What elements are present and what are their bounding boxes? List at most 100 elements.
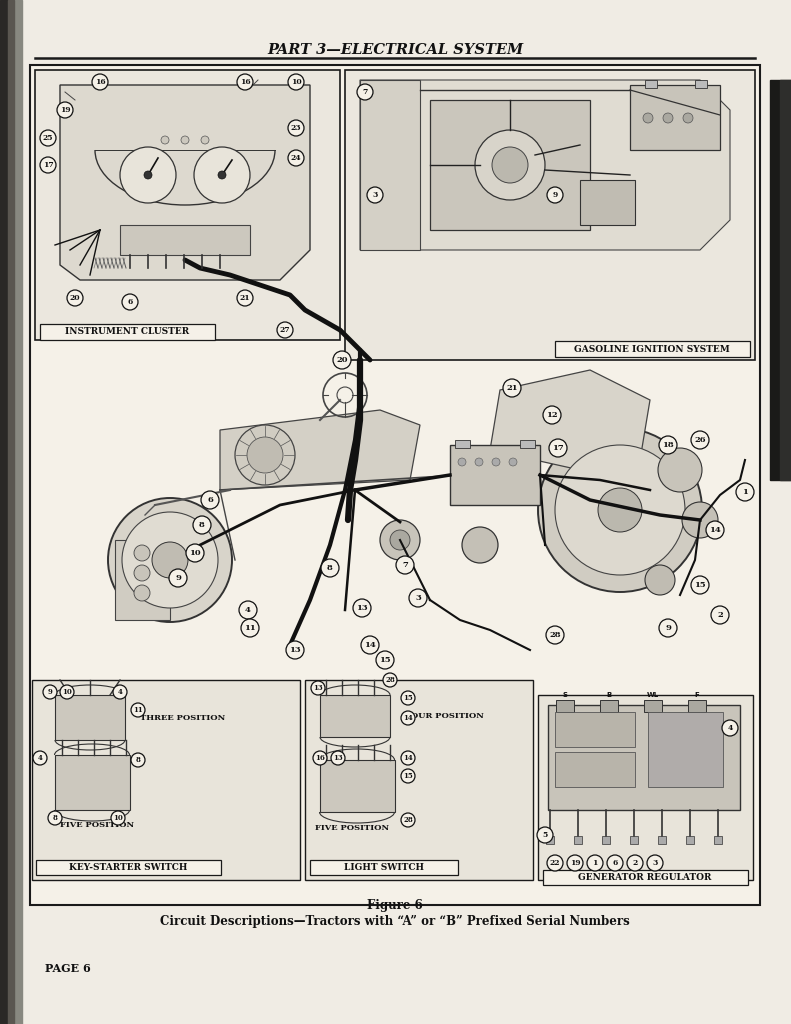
Circle shape (144, 171, 152, 179)
Circle shape (286, 641, 304, 659)
Text: 10: 10 (290, 78, 301, 86)
Circle shape (131, 753, 145, 767)
Bar (630, 836, 638, 844)
Circle shape (546, 626, 564, 644)
Circle shape (361, 636, 379, 654)
Circle shape (122, 294, 138, 310)
Circle shape (288, 74, 304, 90)
Bar (310, 860, 458, 874)
Circle shape (134, 585, 150, 601)
Text: 21: 21 (506, 384, 518, 392)
Circle shape (376, 651, 394, 669)
Circle shape (331, 751, 345, 765)
Circle shape (401, 813, 415, 827)
Bar (360, 80, 420, 250)
Text: 20: 20 (336, 356, 348, 364)
Circle shape (241, 618, 259, 637)
Polygon shape (60, 85, 310, 280)
Circle shape (549, 439, 567, 457)
Circle shape (659, 618, 677, 637)
Text: 17: 17 (552, 444, 564, 452)
Circle shape (567, 855, 583, 871)
Text: 16: 16 (240, 78, 250, 86)
Text: 18: 18 (662, 441, 674, 449)
Circle shape (239, 601, 257, 618)
Circle shape (122, 512, 218, 608)
Text: 3: 3 (653, 859, 657, 867)
Bar (695, 80, 707, 88)
Text: 14: 14 (403, 754, 413, 762)
Text: PAGE 6: PAGE 6 (45, 963, 91, 974)
Text: 3: 3 (373, 191, 377, 199)
Bar (320, 695, 390, 737)
Circle shape (169, 569, 187, 587)
Text: 11: 11 (133, 706, 143, 714)
Text: 13: 13 (356, 604, 368, 612)
Text: 8: 8 (199, 521, 205, 529)
Text: GASOLINE IGNITION SYSTEM: GASOLINE IGNITION SYSTEM (574, 344, 730, 353)
Text: 4: 4 (37, 754, 43, 762)
Circle shape (194, 147, 250, 203)
Text: 12: 12 (547, 411, 558, 419)
Text: 15: 15 (403, 694, 413, 702)
Circle shape (401, 691, 415, 705)
Circle shape (321, 559, 339, 577)
Circle shape (311, 681, 325, 695)
Text: 2: 2 (717, 611, 723, 618)
Text: 10: 10 (113, 814, 123, 822)
Text: 8: 8 (327, 564, 333, 572)
Circle shape (57, 102, 73, 118)
Bar (120, 225, 250, 255)
Text: 28: 28 (549, 631, 561, 639)
Text: 6: 6 (612, 859, 618, 867)
Circle shape (237, 74, 253, 90)
Circle shape (380, 520, 420, 560)
Circle shape (627, 855, 643, 871)
Circle shape (658, 449, 702, 492)
Circle shape (711, 606, 729, 624)
Bar (320, 760, 395, 812)
Text: 9: 9 (175, 574, 181, 582)
Text: KEY-STARTER SWITCH: KEY-STARTER SWITCH (69, 863, 187, 872)
Bar (538, 695, 753, 880)
Circle shape (663, 113, 673, 123)
Circle shape (92, 74, 108, 90)
Circle shape (458, 458, 466, 466)
Bar (40, 324, 215, 340)
Bar (548, 705, 740, 810)
Bar (0, 0, 8, 1024)
Text: 21: 21 (240, 294, 250, 302)
Text: 13: 13 (333, 754, 343, 762)
Circle shape (288, 120, 304, 136)
Text: 13: 13 (313, 684, 323, 692)
Circle shape (587, 855, 603, 871)
Circle shape (722, 720, 738, 736)
Text: 17: 17 (43, 161, 53, 169)
Circle shape (706, 521, 724, 539)
Bar (648, 712, 723, 787)
Bar (55, 695, 125, 740)
Bar (600, 700, 618, 712)
Circle shape (492, 458, 500, 466)
Bar (450, 445, 540, 505)
Text: 3: 3 (415, 594, 421, 602)
Bar (658, 836, 666, 844)
Text: 16: 16 (95, 78, 105, 86)
Text: 26: 26 (694, 436, 706, 444)
Circle shape (409, 589, 427, 607)
Circle shape (353, 599, 371, 617)
Text: PART 3—ELECTRICAL SYSTEM: PART 3—ELECTRICAL SYSTEM (267, 43, 523, 57)
Bar (630, 85, 720, 150)
Circle shape (40, 157, 56, 173)
Text: 8: 8 (135, 756, 141, 764)
Bar (36, 860, 221, 874)
Circle shape (48, 811, 62, 825)
Text: 5: 5 (543, 831, 547, 839)
Circle shape (235, 425, 295, 485)
Circle shape (607, 855, 623, 871)
Text: F: F (694, 692, 699, 698)
Circle shape (40, 130, 56, 146)
Bar (305, 680, 533, 880)
Text: FIVE POSITION: FIVE POSITION (60, 821, 134, 829)
Text: 10: 10 (189, 549, 201, 557)
